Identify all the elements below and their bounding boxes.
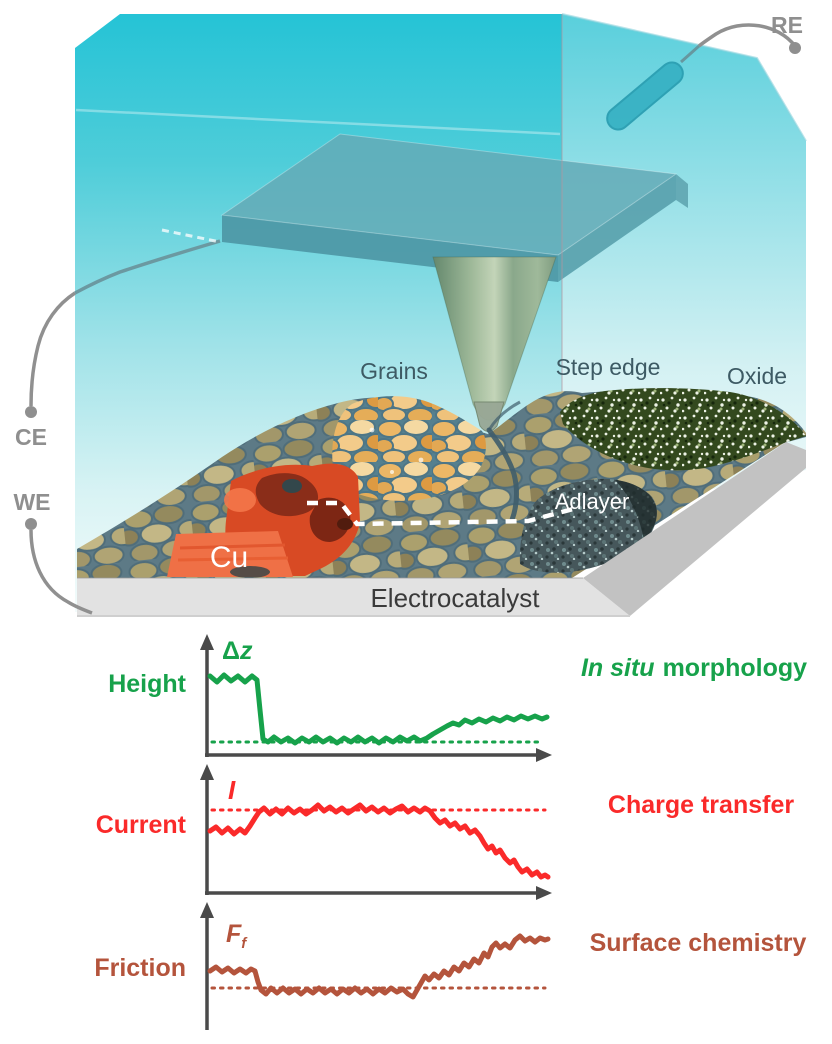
height-plot: Height Δz In situ morphology xyxy=(108,634,807,762)
waterline xyxy=(75,108,561,136)
grain-sparkle xyxy=(390,470,394,474)
cu-terrace-band xyxy=(179,543,286,550)
height-curve xyxy=(207,672,550,746)
friction-y-arrow xyxy=(200,902,214,918)
grain-sparkle xyxy=(369,427,375,433)
re-wire-in-liquid xyxy=(680,44,700,64)
re-label: RE xyxy=(771,12,803,38)
electrocatalyst-label: Electrocatalyst xyxy=(370,583,540,613)
scan-dashed-line xyxy=(307,500,578,527)
axis-subscript: f xyxy=(241,935,248,952)
cu-dark-spot xyxy=(337,518,353,530)
cu-bright-spot xyxy=(224,488,256,512)
oxide-region xyxy=(560,388,806,471)
wire-refraction-dashes xyxy=(161,228,221,244)
current-axis-label: I xyxy=(228,775,236,805)
substrate-right-face xyxy=(583,442,806,616)
adlayer-dark-edge xyxy=(615,480,657,540)
adlayer-flake xyxy=(519,478,657,573)
current-x-arrow xyxy=(536,886,552,900)
friction-plot: Friction Ff Surface chemistry xyxy=(94,902,806,1030)
cu-maroon-mottle xyxy=(255,473,319,517)
step-edge-label: Step edge xyxy=(556,354,661,380)
cu-dark-spot xyxy=(230,566,270,578)
ce-terminal-dot xyxy=(25,406,37,418)
friction-curve xyxy=(207,933,551,1000)
ce-wire xyxy=(29,291,76,407)
height-y-arrow xyxy=(200,634,214,650)
grains-label: Grains xyxy=(360,358,428,384)
step-edge-upper xyxy=(487,400,521,431)
ce-label: CE xyxy=(15,424,47,450)
cell-scene: RE CE WE Grains Step edge Oxide Adlayer … xyxy=(13,12,807,617)
current-annotation: Charge transfer xyxy=(608,791,794,819)
axis-variable: I xyxy=(228,775,236,805)
annotation-rest: morphology xyxy=(663,654,808,682)
we-label: WE xyxy=(13,489,50,515)
current-curve xyxy=(207,802,551,880)
friction-plot-label: Friction xyxy=(94,954,186,982)
we-wire xyxy=(29,529,93,615)
re-wire xyxy=(697,23,797,48)
friction-annotation: Surface chemistry xyxy=(590,929,807,957)
height-annotation: In situ morphology xyxy=(581,654,807,682)
current-plot: Current I Charge transfer xyxy=(96,764,794,900)
cu-terrace xyxy=(167,531,293,577)
adlayer-region xyxy=(519,478,657,573)
height-axis-label: Δz xyxy=(222,637,253,665)
step-edge-crack xyxy=(486,427,519,523)
cu-terrace-band xyxy=(177,556,289,562)
grain-sparkle xyxy=(418,457,424,463)
re-electrode-capsule xyxy=(606,61,684,131)
box-top-right-edge xyxy=(561,13,807,142)
cu-maroon-mottle xyxy=(309,497,351,542)
friction-axis-label: Ff xyxy=(226,920,248,952)
annotation-italic: In situ xyxy=(581,654,655,682)
cu-label: Cu xyxy=(210,541,248,574)
annotation-rest: Charge transfer xyxy=(608,791,794,819)
plate-right-bevel xyxy=(676,174,688,208)
grains-region xyxy=(332,396,486,501)
cu-region xyxy=(167,463,360,578)
adlayer-label: Adlayer xyxy=(555,489,630,514)
height-plot-label: Height xyxy=(108,670,186,698)
axis-variable: z xyxy=(239,637,253,665)
re-terminal-dot xyxy=(789,42,801,54)
plate-front-right-face xyxy=(558,174,676,282)
height-x-arrow xyxy=(536,748,552,762)
we-terminal-dot xyxy=(25,518,37,530)
substrate-front-face xyxy=(77,578,630,616)
oxide-label: Oxide xyxy=(727,363,787,389)
cu-dark-spot xyxy=(282,479,302,493)
annotation-rest: Surface chemistry xyxy=(590,929,807,957)
current-y-arrow xyxy=(200,764,214,780)
axis-variable: F xyxy=(226,920,242,948)
ce-wire-in-liquid xyxy=(74,239,221,295)
current-plot-label: Current xyxy=(96,811,187,839)
axis-symbol: Δ xyxy=(222,637,240,665)
